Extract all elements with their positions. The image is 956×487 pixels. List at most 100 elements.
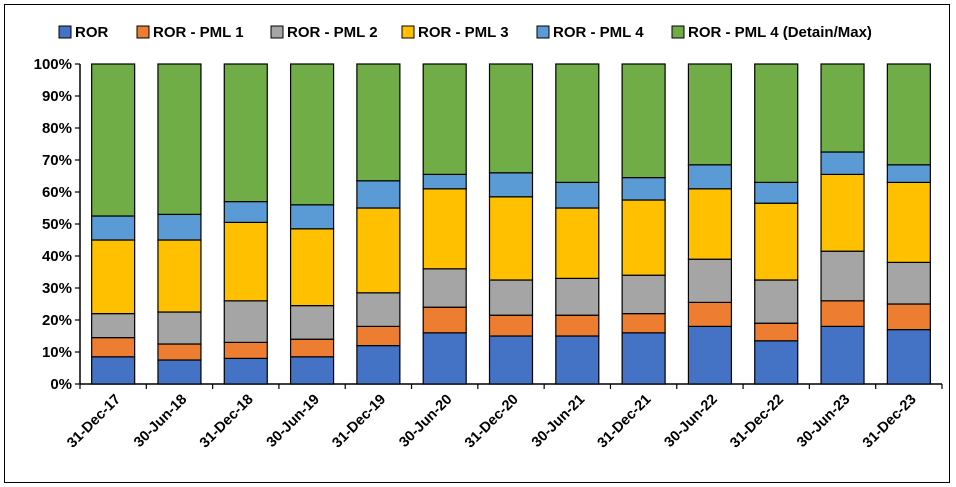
bar-segment [555, 277, 600, 316]
bar-segment [555, 335, 600, 385]
legend-swatch [136, 25, 150, 39]
x-tick-label: 30-Jun-23 [794, 392, 853, 451]
bar-segment [621, 199, 666, 276]
x-tick-label: 31-Dec-17 [64, 392, 124, 452]
legend-label: ROR [75, 24, 109, 41]
bar-segment [157, 343, 202, 361]
x-tick-label: 31-Dec-19 [329, 392, 389, 452]
bar-segment [422, 63, 467, 176]
bar-segment [223, 221, 268, 302]
bar-segment [356, 292, 401, 327]
bar-segment [886, 181, 931, 263]
bar-segment [91, 337, 136, 358]
bar-segment [356, 325, 401, 347]
bar-segment [754, 279, 799, 324]
bar-segment [820, 300, 865, 327]
bar-segment [289, 63, 335, 206]
bar-segment [91, 215, 136, 241]
bar-segment [886, 261, 931, 305]
bar-segment [621, 332, 666, 385]
bar-segment [687, 164, 733, 190]
bar-segment [886, 303, 931, 331]
bar-segment [754, 63, 799, 184]
bar-segment [289, 356, 335, 385]
bar-segment [157, 311, 202, 345]
legend-swatch [401, 25, 415, 39]
bar-segment [422, 173, 467, 190]
x-tick-label: 31-Dec-22 [727, 392, 787, 452]
bar-segment [91, 313, 136, 339]
bar-segment [223, 341, 268, 359]
bar-segment [820, 151, 865, 175]
bar-segment [356, 180, 401, 209]
y-tick-label: 10% [42, 344, 72, 361]
bar-segment [157, 213, 202, 241]
x-tick-label: 31-Dec-23 [860, 392, 920, 452]
bar-segment [687, 258, 733, 304]
bar-segment [687, 188, 733, 260]
x-tick-label: 31-Dec-18 [197, 392, 257, 452]
bar-segment [555, 314, 600, 337]
bar-segment [754, 181, 799, 204]
bar-segment [754, 322, 799, 342]
bar-segment [621, 274, 666, 315]
bar-segment [488, 279, 534, 316]
bar-segment [422, 332, 467, 385]
x-tick-label: 30-Jun-22 [662, 392, 721, 451]
x-tick-label: 30-Jun-21 [529, 392, 588, 451]
legend-label: ROR - PML 4 [553, 24, 644, 41]
bar-segment [91, 63, 136, 217]
y-tick-label: 70% [42, 152, 72, 169]
bar-segment [422, 268, 467, 308]
bar-segment [422, 188, 467, 270]
bar-segment [886, 63, 931, 166]
legend-label: ROR - PML 4 (Detain/Max) [688, 24, 872, 41]
bar-segment [886, 164, 931, 184]
y-tick-label: 0% [50, 376, 72, 393]
bar-segment [820, 325, 865, 385]
bar-segment [886, 329, 931, 385]
bar-segment [488, 196, 534, 281]
bar-segment [488, 63, 534, 174]
bar-segment [157, 63, 202, 215]
legend-swatch [671, 25, 685, 39]
bar-segment [555, 181, 600, 209]
bar-segment [754, 202, 799, 281]
bar-segment [820, 173, 865, 252]
legend-label: ROR - PML 3 [418, 24, 509, 41]
legend-swatch [270, 25, 284, 39]
bar-segment [820, 250, 865, 302]
bar-segment [91, 239, 136, 315]
bar-segment [687, 325, 733, 385]
bar-segment [289, 228, 335, 307]
bar-segment [223, 357, 268, 385]
bar-segment [820, 63, 865, 153]
legend-label: ROR - PML 1 [153, 24, 244, 41]
bar-segment [422, 306, 467, 334]
bar-segment [356, 63, 401, 182]
bar-segment [621, 177, 666, 201]
bar-segment [289, 204, 335, 230]
x-tick-label: 30-Jun-18 [131, 392, 190, 451]
bar-segment [488, 172, 534, 198]
bar-segment [289, 305, 335, 340]
x-tick-label: 30-Jun-19 [264, 392, 323, 451]
bar-segment [356, 207, 401, 294]
y-tick-label: 50% [42, 216, 72, 233]
bar-segment [687, 63, 733, 166]
y-tick-label: 90% [42, 88, 72, 105]
bar-segment [223, 300, 268, 343]
legend-label: ROR - PML 2 [287, 24, 378, 41]
bar-segment [157, 359, 202, 385]
y-tick-label: 30% [42, 280, 72, 297]
bar-segment [621, 313, 666, 334]
x-tick-label: 31-Dec-21 [595, 392, 655, 452]
legend-swatch [536, 25, 550, 39]
bar-segment [488, 314, 534, 337]
bar-segment [555, 63, 600, 184]
x-tick-label: 30-Jun-20 [396, 392, 455, 451]
y-tick-label: 40% [42, 248, 72, 265]
bar-segment [555, 207, 600, 280]
y-tick-label: 20% [42, 312, 72, 329]
